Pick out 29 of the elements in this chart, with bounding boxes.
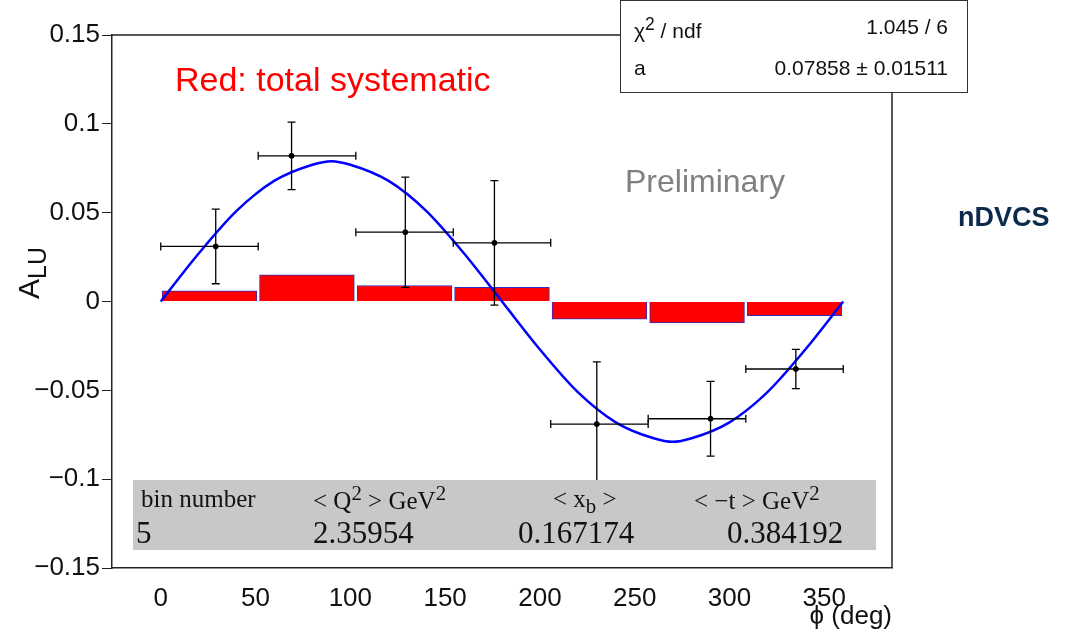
- annotation: χ$^{2}$ / ndf: [634, 14, 702, 42]
- y-tick-label: −0.05: [34, 373, 100, 404]
- y-tick-label: −0.15: [34, 551, 100, 582]
- annotation: < −t > GeV$^{2}$: [694, 481, 820, 515]
- y-tick-label: 0.1: [63, 107, 100, 138]
- annotation: 0.384192: [727, 515, 844, 550]
- annotation: < Q$^{2}$ > GeV$^{2}$: [313, 481, 447, 515]
- x-tick-label: 300: [707, 581, 752, 612]
- x-tick-label: 50: [241, 581, 270, 612]
- annotation: Red: total systematic: [175, 60, 491, 98]
- annotation: < x$_{b}$ >: [553, 485, 617, 518]
- x-tick-label: 200: [518, 581, 562, 612]
- annotation: 0.07858 ± 0.01511: [774, 56, 948, 79]
- annotation: bin number: [141, 485, 256, 512]
- annotation: 2.35954: [313, 515, 414, 550]
- x-tick-label: 150: [423, 581, 467, 612]
- x-tick-label: 0: [153, 581, 168, 612]
- annotation: a: [634, 56, 646, 79]
- y-tick-label: 0.05: [49, 195, 100, 226]
- x-tick-label: 250: [613, 581, 657, 612]
- annotation: 0.167174: [518, 515, 635, 550]
- text: 1.045 / 6: [866, 15, 948, 38]
- y-tick-label: 0.15: [49, 18, 100, 49]
- text: nDVCS: [958, 202, 1050, 232]
- y-tick-label: −0.1: [48, 462, 100, 493]
- y-tick-label: 0: [85, 284, 100, 315]
- x-tick-label: 100: [328, 581, 373, 612]
- text: 5: [136, 515, 152, 550]
- annotation: Preliminary: [625, 163, 786, 199]
